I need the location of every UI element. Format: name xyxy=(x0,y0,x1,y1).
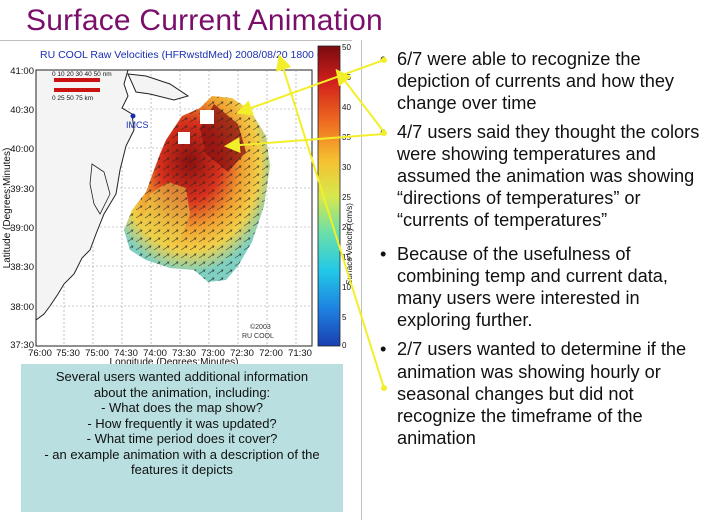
x-tick: 74:30 xyxy=(114,348,138,359)
note-line: features it depicts xyxy=(131,462,233,477)
delaware-bay xyxy=(89,163,111,215)
x-axis-label: Longitude (Degrees:Minutes) xyxy=(110,357,239,366)
note-line: - What does the map show? xyxy=(101,400,263,415)
credit-name: RU COOL xyxy=(242,333,274,340)
x-tick: 74:00 xyxy=(143,348,167,359)
current-map-figure: RU COOL Raw Velocities (HFRwstdMed) 2008… xyxy=(0,43,360,368)
station-label: IMCS xyxy=(126,120,149,130)
current-map: RU COOL Raw Velocities (HFRwstdMed) 2008… xyxy=(2,43,354,368)
y-tick: 39:30 xyxy=(10,184,34,195)
note-line: - How frequently it was updated? xyxy=(87,415,277,431)
colorbar-tick: 50 xyxy=(342,44,351,52)
data-gap-2 xyxy=(178,132,190,144)
coastline xyxy=(35,69,135,321)
colorbar-tick: 45 xyxy=(342,73,351,82)
y-axis-label: Latitude (Degrees:Minutes) xyxy=(2,148,13,269)
scale-bar-nm xyxy=(54,78,100,82)
x-tick: 75:30 xyxy=(56,348,80,359)
y-tick: 41:00 xyxy=(10,66,34,77)
scale-nm-label: 0 10 20 30 40 50 nm xyxy=(52,71,112,78)
y-tick: 40:30 xyxy=(10,105,34,116)
y-tick: 37:30 xyxy=(10,340,34,351)
scale-km-label: 0 25 50 75 km xyxy=(52,95,93,102)
note-line: about the animation, including: xyxy=(93,384,271,400)
y-tick: 38:30 xyxy=(10,262,34,273)
column-divider xyxy=(361,40,362,520)
colorbar-tick: 30 xyxy=(342,163,351,172)
user-feedback-note: Several users wanted additional informat… xyxy=(21,364,343,512)
x-tick: 72:30 xyxy=(230,348,254,359)
colorbar-tick: 25 xyxy=(342,193,351,202)
finding-item: 6/7 were able to recognize the depiction… xyxy=(377,48,702,115)
findings-list: 6/7 were able to recognize the depiction… xyxy=(377,48,702,449)
y-tick: 39:00 xyxy=(10,223,34,234)
x-tick: 73:30 xyxy=(172,348,196,359)
slide-title: Surface Current Animation xyxy=(26,4,383,37)
x-tick: 76:00 xyxy=(28,348,52,359)
y-tick: 40:00 xyxy=(10,144,34,155)
scale-bar-km xyxy=(54,88,100,92)
map-heading: RU COOL Raw Velocities (HFRwstdMed) 2008… xyxy=(40,49,341,61)
finding-item: 2/7 users wanted to determine if the ani… xyxy=(377,338,702,449)
x-tick: 72:00 xyxy=(259,348,283,359)
colorbar-tick: 0 xyxy=(342,341,347,350)
credit-year: ©2003 xyxy=(250,323,271,331)
x-tick: 71:30 xyxy=(288,348,312,359)
finding-item: 4/7 users said they thought the colors w… xyxy=(377,121,702,232)
data-gap xyxy=(200,110,214,124)
finding-item: Because of the usefulness of combining t… xyxy=(377,243,702,332)
colorbar-tick: 35 xyxy=(342,133,351,142)
title-divider xyxy=(0,40,352,41)
y-tick: 38:00 xyxy=(10,302,34,313)
colorbar-tick: 5 xyxy=(342,313,347,322)
note-line: - What time period does it cover? xyxy=(86,431,278,446)
station-marker xyxy=(130,113,136,119)
colorbar xyxy=(317,45,341,347)
note-line: - an example animation with a descriptio… xyxy=(44,446,320,462)
x-tick: 75:00 xyxy=(85,348,109,359)
colorbar-label: Surface Velocity (cm/s) xyxy=(345,203,354,285)
x-tick: 73:00 xyxy=(201,348,225,359)
note-line: Several users wanted additional informat… xyxy=(55,369,309,384)
long-island xyxy=(127,73,190,101)
colorbar-tick: 40 xyxy=(342,103,351,112)
